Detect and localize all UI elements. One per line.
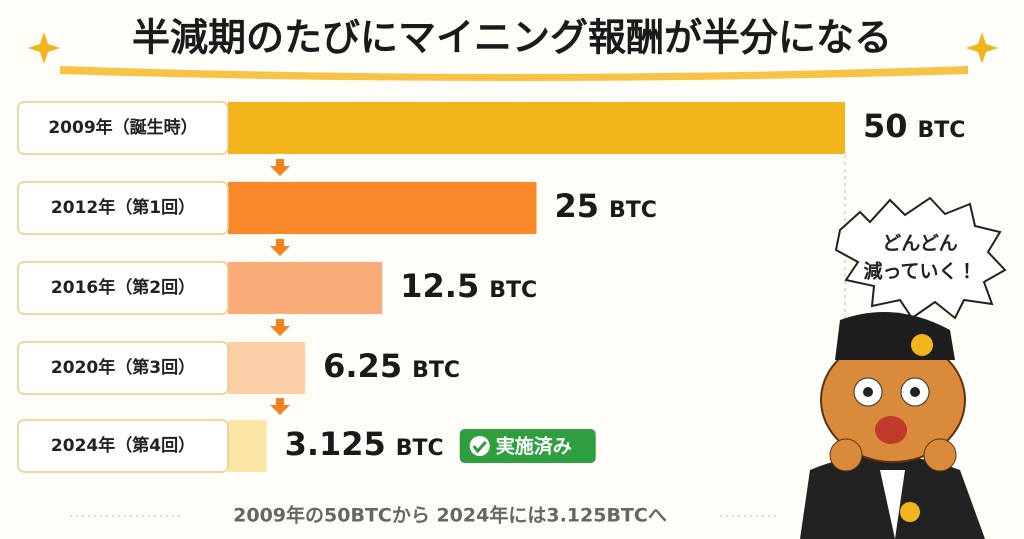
speech-bubble: どんどん 減っていく！ [834, 196, 1007, 320]
bar [228, 102, 845, 154]
bubble-shape [834, 196, 1007, 320]
value-label: 3.125 [285, 425, 386, 463]
mouth [875, 416, 907, 444]
pupil [863, 387, 873, 397]
bar [228, 182, 537, 234]
footer: 2009年の50BTCから 2024年には3.125BTCへ [233, 504, 667, 527]
badge-text: 実施済み [496, 435, 572, 458]
sparkle [966, 32, 998, 64]
badge [459, 429, 596, 463]
sparkle [28, 32, 60, 64]
value-label: 6.25 [323, 347, 402, 385]
paw [829, 438, 863, 472]
cap-logo [911, 334, 933, 356]
category-label: 2012年（第1回） [51, 197, 195, 218]
cat-illustration [800, 312, 985, 539]
value-unit: BTC [396, 436, 444, 461]
bubble-text: 減っていく！ [863, 260, 976, 283]
value-label: 12.5 [400, 267, 479, 305]
category-label: 2020年（第3回） [51, 357, 195, 378]
value-unit: BTC [918, 118, 966, 143]
value-unit: BTC [412, 358, 460, 383]
shirt [880, 470, 905, 539]
bar [228, 262, 383, 314]
arrow [270, 319, 290, 336]
label-box [17, 181, 229, 235]
category-label: 2024年（第4回） [51, 435, 195, 456]
arrow [270, 239, 290, 256]
label-box [17, 341, 229, 395]
pin [900, 502, 920, 522]
title-underline [60, 66, 968, 81]
badge-icon [469, 436, 490, 456]
value-unit: BTC [609, 198, 657, 223]
bar [228, 342, 306, 394]
bubble-text: どんどん [882, 233, 957, 255]
arrow [270, 398, 290, 415]
category-label: 2016年（第2回） [51, 277, 195, 298]
pupil [910, 387, 920, 397]
arrow [270, 159, 290, 176]
label-box [17, 419, 229, 473]
paw [923, 438, 957, 472]
chart-title: 半減期のたびにマイニング報酬が半分になる [132, 16, 892, 60]
value-unit: BTC [489, 278, 537, 303]
label-box [17, 101, 229, 155]
label-box [17, 261, 229, 315]
category-label: 2009年（誕生時） [48, 117, 197, 138]
bar [228, 420, 267, 472]
value-label: 25 [555, 187, 600, 225]
badge-check [472, 441, 487, 454]
value-label: 50 [863, 107, 908, 145]
